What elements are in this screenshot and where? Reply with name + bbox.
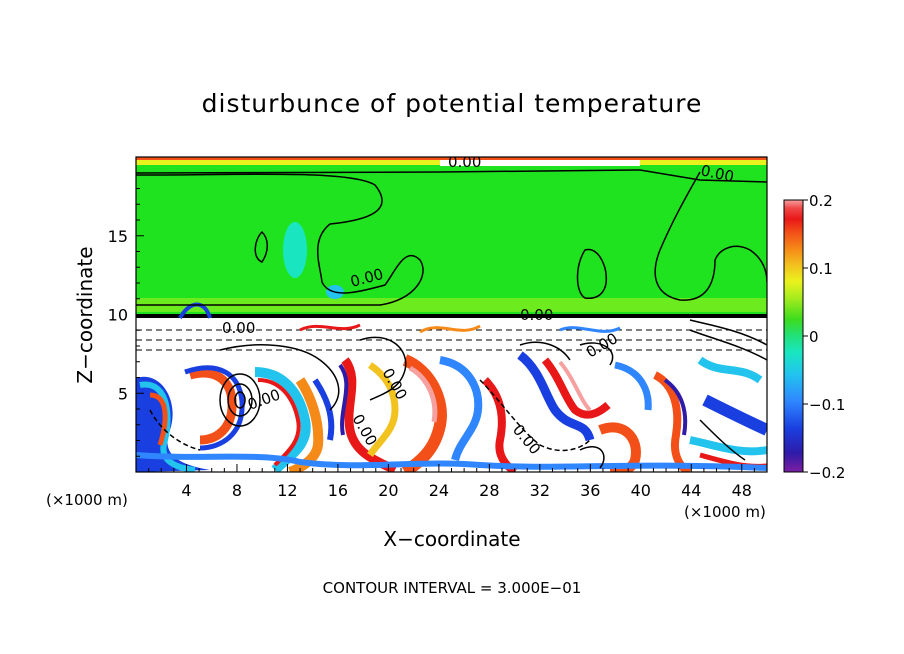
x-tick-label: 40 [631, 481, 651, 500]
colorbar-tick-label: 0 [809, 328, 819, 346]
contour-interval-note: CONTOUR INTERVAL = 3.000E−01 [323, 579, 582, 597]
x-axis-label: X−coordinate [383, 527, 520, 551]
x-tick-label: 28 [479, 481, 499, 500]
colorbar: 0.2 0.1 0 −0.1 −0.2 [783, 192, 845, 482]
plot-area: 0.00 0.00 0.00 0.00 0.00 0.00 0.00 0.00 … [136, 153, 767, 472]
x-tick-label: 12 [277, 481, 297, 500]
x-tick-label: 20 [378, 481, 398, 500]
x-unit-right: (×1000 m) [684, 503, 766, 521]
x-unit-left: (×1000 m) [46, 491, 128, 509]
x-tick-label: 8 [232, 481, 242, 500]
top-boundary-white [440, 160, 640, 166]
cool-anomaly-patch [283, 222, 307, 278]
y-tick-label: 15 [108, 227, 128, 246]
x-tick-label: 32 [530, 481, 550, 500]
x-tick-label: 4 [181, 481, 191, 500]
colorbar-tick-label: −0.1 [809, 396, 845, 414]
x-tick-label: 24 [429, 481, 449, 500]
colorbar-tick-label: 0.2 [809, 192, 833, 210]
y-axis-label: Z−coordinate [73, 246, 97, 383]
upper-layer-field [136, 165, 767, 315]
x-tick-label: 48 [732, 481, 752, 500]
colorbar-ramp [783, 199, 804, 473]
x-tick-label: 16 [328, 481, 348, 500]
contour-label: 0.00 [520, 306, 553, 324]
contour-label: 0.00 [448, 153, 481, 171]
x-axis: 4 8 12 16 20 24 28 32 36 40 44 48 [148, 464, 755, 500]
contour-lines [136, 169, 767, 469]
colorbar-tick-label: 0.1 [809, 260, 833, 278]
y-axis: 5 10 15 [108, 172, 144, 457]
x-tick-label: 36 [580, 481, 600, 500]
y-tick-label: 10 [108, 306, 128, 325]
top-boundary-band-red [136, 157, 767, 160]
colorbar-ticks: 0.2 0.1 0 −0.1 −0.2 [803, 192, 845, 482]
contour-label: 0.00 [222, 319, 255, 337]
chart-title: disturbunce of potential temperature [202, 89, 703, 118]
turbulent-patches [136, 351, 767, 472]
x-tick-label: 44 [681, 481, 701, 500]
colorbar-tick-label: −0.2 [809, 464, 845, 482]
lime-band [136, 298, 767, 312]
y-tick-label: 5 [118, 384, 128, 403]
